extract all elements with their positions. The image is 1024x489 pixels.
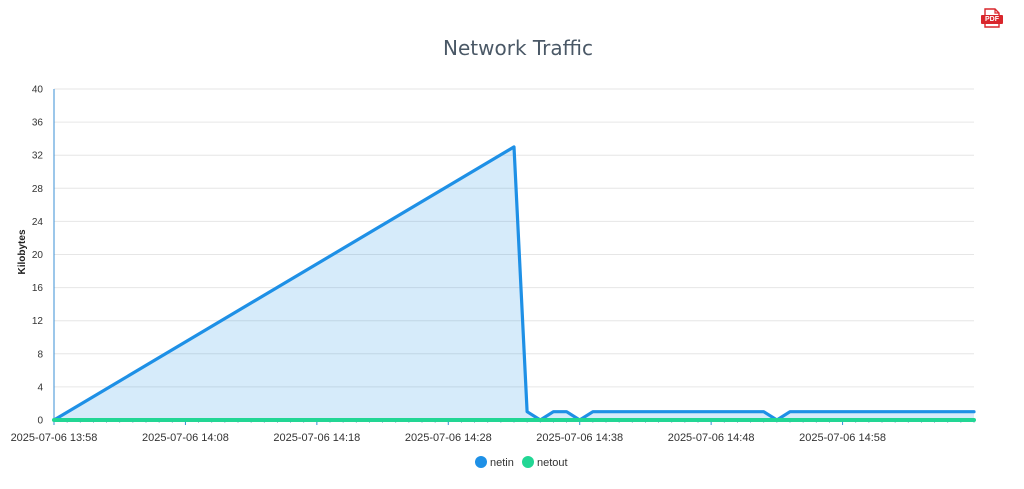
export-pdf-button[interactable]: PDF [981, 8, 1003, 32]
pdf-label: PDF [981, 15, 1003, 24]
legend-marker-netin [475, 456, 487, 468]
y-tick-label: 40 [32, 85, 44, 96]
x-tick-label: 2025-07-06 13:58 [11, 432, 98, 444]
y-tick-label: 28 [32, 184, 44, 195]
x-tick-label: 2025-07-06 14:28 [405, 432, 492, 444]
legend-label-netin: netin [490, 457, 514, 469]
x-tick-label: 2025-07-06 14:18 [273, 432, 360, 444]
y-axis-label: Kilobytes [17, 229, 28, 274]
y-tick-label: 32 [32, 151, 44, 162]
legend-label-netout: netout [537, 457, 568, 469]
y-tick-label: 12 [32, 316, 44, 327]
x-tick-label: 2025-07-06 14:48 [668, 432, 755, 444]
y-tick-label: 24 [32, 217, 44, 228]
y-tick-labels: 0 4 8 12 16 20 24 28 32 36 40 [32, 85, 44, 427]
y-tick-label: 8 [37, 349, 43, 360]
legend-item-netin[interactable]: netin [475, 456, 514, 469]
series-area-netin [54, 146, 974, 420]
x-tick-label: 2025-07-06 14:58 [799, 432, 886, 444]
legend[interactable]: netin netout [475, 456, 568, 469]
series-layer [52, 145, 976, 422]
y-tick-label: 20 [32, 250, 44, 261]
chart-title: Network Traffic [443, 36, 593, 60]
legend-marker-netout [522, 456, 534, 468]
y-tick-label: 36 [32, 118, 44, 129]
x-tick-label: 2025-07-06 14:08 [142, 432, 229, 444]
legend-item-netout[interactable]: netout [522, 456, 568, 469]
y-tick-label: 0 [37, 416, 43, 427]
y-tick-label: 4 [37, 382, 43, 393]
y-tick-label: 16 [32, 283, 44, 294]
x-tick-label: 2025-07-06 14:38 [536, 432, 623, 444]
x-tick-labels: 2025-07-06 13:58 2025-07-06 14:08 2025-07-… [11, 432, 886, 444]
